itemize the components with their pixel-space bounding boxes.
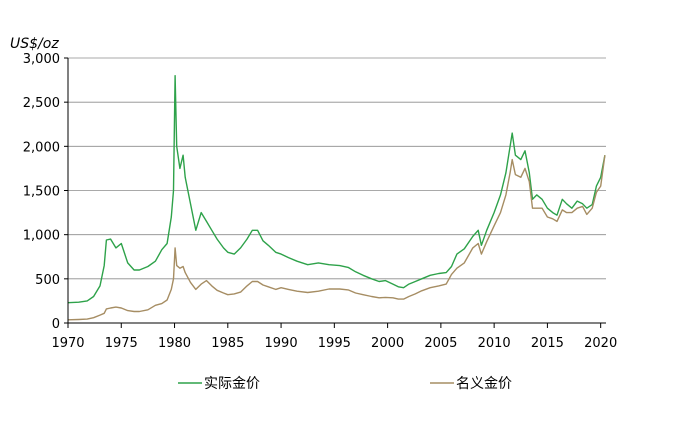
x-tick-label: 1985 [211,336,244,351]
x-tick-label: 1980 [158,336,191,351]
x-axis-ticks: 1970 1975 1980 1985 1990 1995 2000 2005 2010 2015… [51,323,617,351]
legend-label-nominal-gold-price: 名义金价 [456,376,512,392]
x-tick-label: 2020 [584,336,617,351]
y-tick-label: 0 [52,317,60,332]
x-tick-label: 2000 [371,336,404,351]
y-tick-label: 1,000 [23,229,60,244]
y-axis-ticks: 0 500 1,000 1,500 2,000 2,500 3,000 [23,52,68,332]
series-line-nominal-gold-price [67,155,606,321]
series-line-real-gold-price [67,74,606,304]
legend: 实际金价 名义金价 [178,376,512,392]
y-tick-label: 2,000 [23,140,60,155]
x-tick-label: 1990 [265,336,298,351]
x-tick-label: 2015 [531,336,564,351]
x-tick-label: 2005 [424,336,457,351]
gridlines [68,57,606,280]
y-tick-label: 2,500 [23,96,60,111]
series-lines [67,74,606,321]
y-tick-label: 1,500 [23,185,60,200]
y-axis-unit-label: US$/oz [10,36,59,52]
x-tick-label: 1970 [51,336,84,351]
legend-label-real-gold-price: 实际金价 [204,376,260,392]
x-tick-label: 2010 [478,336,511,351]
x-tick-label: 1995 [318,336,351,351]
x-tick-label: 1975 [105,336,138,351]
y-tick-label: 500 [35,273,60,288]
y-tick-label: 3,000 [23,52,60,67]
